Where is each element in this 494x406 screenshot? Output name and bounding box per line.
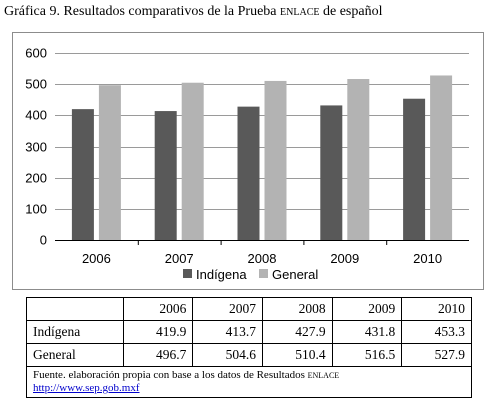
cell-general-2010: 527.9 (401, 343, 472, 367)
x-tick-label: 2010 (413, 251, 442, 266)
bar-general-2007 (181, 82, 204, 240)
bar-indígena-2006 (71, 109, 94, 240)
source-link[interactable]: http://www.sep.gob.mxf (33, 382, 140, 394)
row-label-indigena: Indígena (26, 320, 124, 344)
bar-general-2010 (430, 75, 453, 240)
cell-general-2006: 496.7 (122, 343, 194, 367)
y-tick-label: 600 (25, 46, 47, 61)
title-suffix: de español (319, 4, 383, 19)
header-cell-2006: 2006 (122, 297, 194, 321)
chart-area: 0 100 200 300 400 500 600 2006 2007 2008 2009 2010 I… (12, 32, 484, 290)
x-tick-label: 2009 (330, 251, 359, 266)
table-header-row: 2006 2007 2008 2009 2010 (26, 297, 472, 321)
title-enlace: enlace (280, 4, 320, 19)
y-tick-label: 100 (25, 202, 47, 217)
cell-indigena-2006: 419.9 (122, 320, 194, 344)
cell-general-2007: 504.6 (192, 343, 263, 367)
y-tick-label: 400 (25, 108, 47, 123)
figure-title: Gráfica 9. Resultados comparativos de la… (4, 4, 382, 20)
y-tick-label: 500 (25, 77, 47, 92)
header-cell-2010: 2010 (401, 297, 472, 321)
legend-label-indígena: Indígena (196, 267, 247, 282)
y-tick-label: 300 (25, 140, 47, 155)
bar-chart: 0 100 200 300 400 500 600 2006 2007 2008 2009 2010 I… (25, 46, 469, 282)
source-text: Fuente. elaboración propia con base a lo… (33, 369, 308, 381)
cell-indigena-2008: 427.9 (262, 320, 333, 344)
legend-label-general: General (272, 267, 318, 282)
y-tick-label: 200 (25, 171, 47, 186)
table-row-general: General 496.7 504.6 510.4 516.5 527.9 (26, 343, 472, 367)
data-table: 2006 2007 2008 2009 2010 Indígena 419.9 … (26, 297, 472, 398)
cell-general-2009: 516.5 (331, 343, 403, 367)
cell-indigena-2009: 431.8 (331, 320, 403, 344)
x-tick-label: 2008 (248, 251, 277, 266)
title-prefix: Gráfica 9. Resultados comparativos de la… (4, 4, 281, 19)
bar-indígena-2007 (154, 111, 177, 240)
header-cell-2008: 2008 (262, 297, 333, 321)
header-cell-2007: 2007 (192, 297, 263, 321)
table-source-row: Fuente. elaboración propia con base a lo… (26, 366, 472, 398)
x-tick-label: 2006 (82, 251, 111, 266)
cell-general-2008: 510.4 (262, 343, 333, 367)
bar-general-2009 (347, 79, 370, 240)
bar-indígena-2010 (403, 98, 426, 240)
bar-general-2006 (98, 85, 121, 241)
table-row-indigena: Indígena 419.9 413.7 427.9 431.8 453.3 (26, 320, 472, 344)
bar-indígena-2009 (320, 105, 343, 240)
source-note: Fuente. elaboración propia con base a lo… (26, 366, 472, 398)
row-label-general: General (26, 343, 124, 367)
legend-swatch-indígena (183, 269, 192, 278)
cell-indigena-2007: 413.7 (192, 320, 263, 344)
header-cell-empty (26, 297, 124, 321)
cell-indigena-2010: 453.3 (401, 320, 472, 344)
source-enlace: enlace (307, 369, 340, 381)
y-tick-label: 0 (40, 233, 47, 248)
bar-general-2008 (264, 80, 287, 240)
bar-indígena-2008 (237, 106, 260, 240)
legend-swatch-general (259, 269, 268, 278)
header-cell-2009: 2009 (331, 297, 403, 321)
x-tick-label: 2007 (165, 251, 194, 266)
